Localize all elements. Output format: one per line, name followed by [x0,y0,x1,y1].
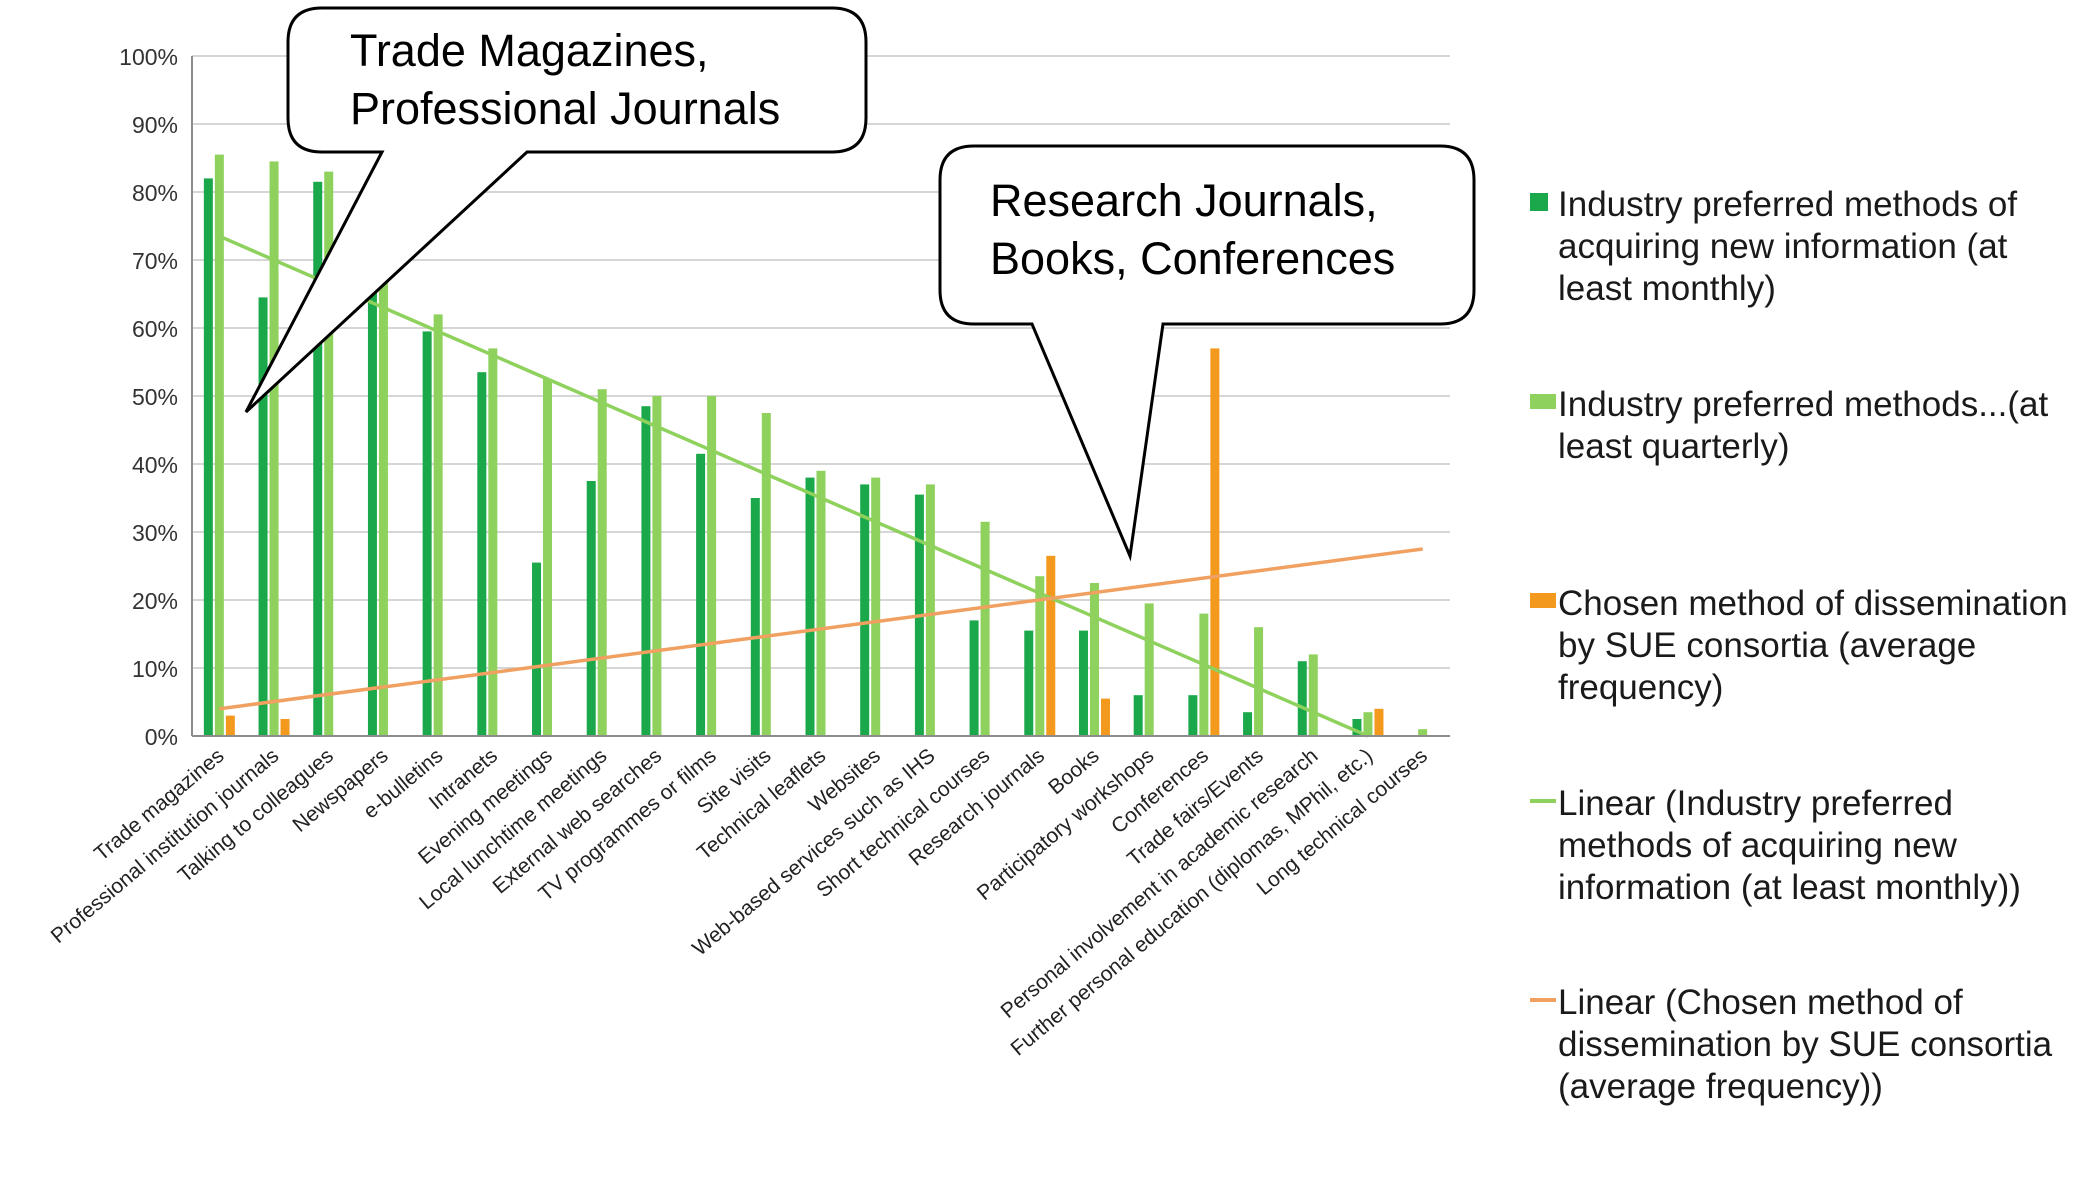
bar-series-3 [1046,555,1056,736]
bar-series-2 [707,396,717,736]
y-tick-label: 10% [132,656,178,682]
callout-research-line-2: Books, Conferences [990,233,1396,284]
y-tick-label: 80% [132,180,178,206]
bar-series-1 [696,453,706,736]
trendline-2 [219,547,1423,711]
bar-series-1 [1297,661,1307,736]
bar-series-2 [1035,576,1045,736]
bar-series-2 [1308,654,1318,736]
legend-swatch-trend-dissemination [1530,998,1556,1002]
bar-series-2 [543,379,553,736]
bar-series-1 [805,477,815,736]
y-tick-label: 70% [132,248,178,274]
bar-series-2 [925,484,935,736]
bar-series-1 [1078,630,1088,736]
legend-label-quarterly: Industry preferred methods...(at least q… [1558,385,2049,466]
legend-label-monthly: Industry preferred methods of acquiring … [1558,185,2018,308]
bar-series-1 [641,406,651,736]
bar-series-1 [586,481,596,736]
y-tick-label: 20% [132,588,178,614]
bar-series-2 [597,389,607,736]
bar-series-1 [969,620,979,736]
bar-series-2 [1199,613,1209,736]
legend-swatch-dissemination [1530,593,1556,608]
bar-series-2 [761,413,771,736]
bar-series-2 [214,154,224,737]
y-tick-label: 40% [132,452,178,478]
bar-series-3 [280,719,290,736]
x-tick-label: Professional institution journals [47,744,284,948]
y-tick-label: 60% [132,316,178,342]
callout-trade-line-1: Trade Magazines, [350,25,709,76]
bar-series-2 [1144,603,1154,736]
y-tick-label: 100% [119,44,178,70]
bar-series-2 [269,161,279,736]
legend-swatch-monthly [1530,193,1548,211]
y-tick-label: 0% [145,724,178,750]
bar-series-2 [1418,729,1428,736]
legend-label-trend-dissemination: Linear (Chosen method of dissemination b… [1558,983,2053,1106]
bar-series-1 [1188,695,1198,736]
legend-swatch-quarterly [1530,394,1556,409]
bar-series-1 [860,484,870,736]
bar-series-1 [532,562,542,736]
legend-swatch-trend-monthly [1530,799,1556,803]
bar-series-1 [477,372,487,736]
callout-research-balloon [938,144,1476,562]
callout-trade-text: Trade Magazines, Professional Journals [350,22,860,138]
y-tick-label: 50% [132,384,178,410]
bar-series-2 [816,470,826,736]
bar-series-2 [652,396,662,736]
bar-series-2 [488,348,498,736]
callout-research-line-1: Research Journals, [990,175,1378,226]
bar-series-2 [1363,712,1373,736]
callout-trade-balloon [244,6,868,414]
bar-series-1 [258,297,268,736]
bar-series-1 [1243,712,1253,736]
trendline-1 [218,234,1369,738]
bar-series-1 [313,181,323,737]
bar-series-3 [225,715,235,736]
callout-trade-line-2: Professional Journals [350,83,781,134]
bar-series-3 [1100,698,1110,736]
bar-series-1 [1024,630,1034,736]
y-tick-label: 90% [132,112,178,138]
bar-series-2 [1089,583,1099,736]
bar-series-3 [1374,708,1384,736]
bar-series-2 [1254,627,1264,736]
y-tick-label: 30% [132,520,178,546]
bar-series-3 [1210,348,1220,736]
bar-series-2 [324,171,334,737]
callout-research-text: Research Journals, Books, Conferences [990,172,1470,288]
legend-label-dissemination: Chosen method of dissemination by SUE co… [1558,584,2068,707]
bar-series-1 [203,178,213,736]
bar-series-1 [422,331,432,736]
bar-series-2 [980,521,990,736]
bar-series-1 [1133,695,1143,736]
chart-legend: Industry preferred methods of acquiring … [1530,0,2070,1191]
bar-series-1 [367,232,377,737]
bar-series-2 [433,314,443,736]
bar-series-2 [871,477,881,736]
bar-series-1 [1352,719,1362,736]
bar-series-2 [378,236,388,736]
bar-series-1 [750,498,760,736]
legend-label-trend-monthly: Linear (Industry preferred methods of ac… [1558,784,2021,907]
